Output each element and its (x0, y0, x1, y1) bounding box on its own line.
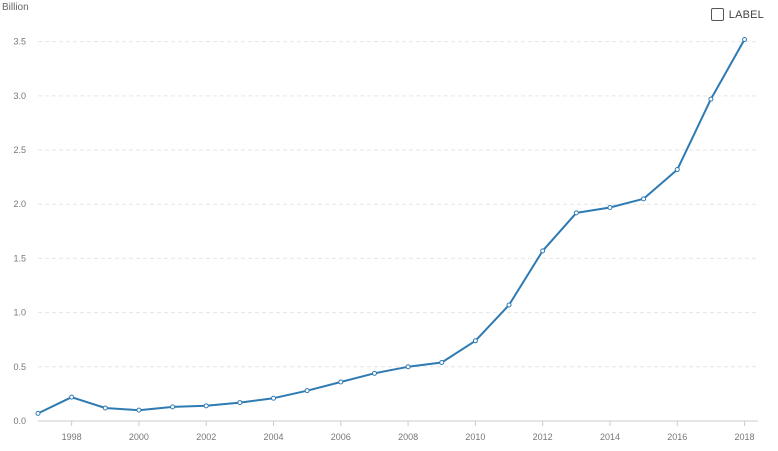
x-tick-label: 2008 (398, 432, 418, 442)
data-point[interactable] (170, 404, 176, 410)
data-point[interactable] (439, 359, 445, 365)
label-toggle[interactable]: LABEL (710, 8, 764, 21)
data-point[interactable] (35, 410, 41, 416)
data-point[interactable] (540, 248, 546, 254)
data-point[interactable] (674, 167, 680, 173)
data-point[interactable] (641, 196, 647, 202)
x-tick-label: 2002 (196, 432, 216, 442)
x-tick-label: 2016 (667, 432, 687, 442)
data-point[interactable] (338, 379, 344, 385)
y-tick-label: 3.0 (13, 91, 26, 101)
y-tick-label: 3.5 (13, 37, 26, 47)
data-point[interactable] (573, 210, 579, 216)
y-tick-label: 1.0 (13, 308, 26, 318)
x-tick-label: 2004 (263, 432, 283, 442)
y-tick-label: 0.0 (13, 416, 26, 426)
y-axis-unit-label: Billion (2, 2, 29, 13)
data-point[interactable] (69, 394, 75, 400)
label-toggle-text: LABEL (728, 8, 764, 21)
data-point[interactable] (203, 403, 209, 409)
data-point[interactable] (304, 388, 310, 394)
data-point[interactable] (607, 204, 613, 210)
data-point[interactable] (506, 302, 512, 308)
data-point[interactable] (742, 37, 748, 43)
data-point[interactable] (136, 407, 142, 413)
x-tick-label: 2018 (735, 432, 755, 442)
data-point[interactable] (371, 370, 377, 376)
y-tick-label: 1.5 (13, 253, 26, 263)
data-point[interactable] (102, 405, 108, 411)
y-tick-label: 2.0 (13, 199, 26, 209)
data-point[interactable] (271, 395, 277, 401)
label-checkbox[interactable] (710, 8, 724, 21)
data-point[interactable] (708, 96, 714, 102)
x-tick-label: 1998 (62, 432, 82, 442)
data-point[interactable] (405, 364, 411, 370)
data-point[interactable] (237, 400, 243, 406)
x-tick-label: 2006 (331, 432, 351, 442)
x-tick-label: 2000 (129, 432, 149, 442)
x-tick-label: 2014 (600, 432, 620, 442)
x-tick-label: 2012 (533, 432, 553, 442)
y-tick-label: 2.5 (13, 145, 26, 155)
x-tick-label: 2010 (465, 432, 485, 442)
y-tick-label: 0.5 (13, 362, 26, 372)
data-point[interactable] (472, 338, 478, 344)
series-line (37, 38, 746, 415)
